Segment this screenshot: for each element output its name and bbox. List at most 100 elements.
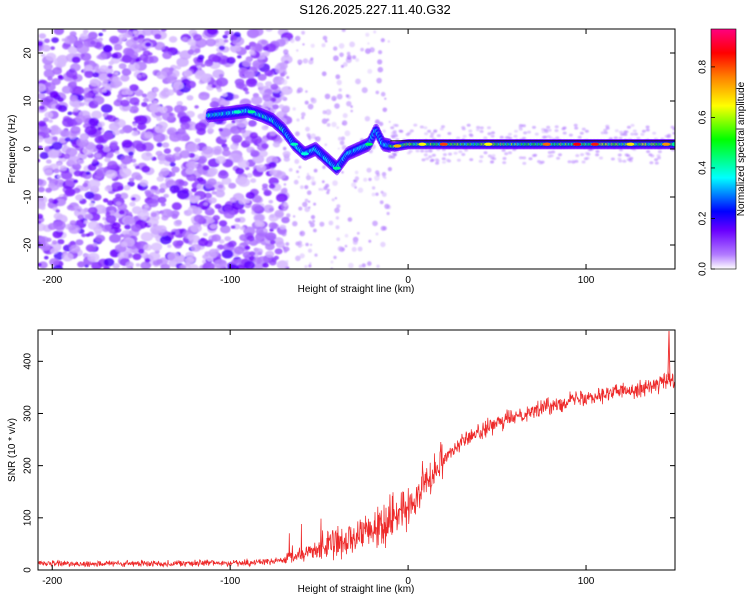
heatmap-cell [304, 265, 308, 269]
heatmap-hotspot [573, 142, 582, 146]
heatmap-cell [466, 123, 471, 127]
heatmap-cell [257, 73, 267, 81]
heatmap-cell [214, 259, 227, 269]
heatmap-cell [92, 158, 98, 163]
heatmap-cell [70, 126, 81, 135]
heatmap-cell [272, 141, 281, 148]
heatmap-cell [128, 62, 140, 72]
heatmap-cell [115, 193, 122, 199]
heatmap-cell [109, 80, 121, 89]
heatmap-cell [105, 169, 118, 179]
heatmap-cell [183, 70, 193, 77]
heatmap-cell [254, 219, 261, 225]
heatmap-cell [305, 90, 308, 93]
heatmap-cell [302, 58, 308, 64]
heatmap-cell [59, 129, 70, 138]
heatmap-cell [75, 114, 86, 123]
heatmap-cell [326, 191, 330, 195]
heatmap-hotspot [662, 142, 671, 146]
heatmap-cell [491, 131, 495, 135]
heatmap-cell [312, 219, 316, 223]
heatmap-cell [143, 97, 149, 103]
heatmap-cell [393, 132, 397, 136]
heatmap-cell [464, 148, 469, 152]
heatmap-cell [230, 225, 236, 229]
heatmap-cell [307, 200, 311, 203]
heatmap-cell [336, 93, 343, 100]
heatmap-cell [224, 30, 231, 36]
heatmap-cell [301, 244, 304, 247]
heatmap-cell [656, 154, 661, 158]
heatmap-cell [114, 71, 119, 76]
heatmap-cell [64, 35, 77, 45]
heatmap-cell [478, 159, 483, 163]
heatmap-hotspot [332, 166, 341, 170]
snr-ytick-label: 0 [23, 567, 34, 573]
heatmap-cell [251, 29, 264, 37]
heatmap-cell [268, 222, 278, 230]
heatmap-cell [321, 180, 325, 184]
heatmap-cell [38, 236, 49, 244]
heatmap-cell [97, 53, 107, 60]
heatmap-cell [384, 97, 387, 100]
heatmap-cell [282, 246, 286, 250]
colorbar-tick-label: 0.6 [698, 110, 709, 124]
heatmap-cell [152, 100, 158, 104]
heatmap-cell [103, 258, 115, 267]
heatmap-cell [469, 158, 474, 162]
heatmap-cell [235, 118, 248, 128]
heatmap-cell [334, 207, 340, 214]
heatmap-cell [352, 239, 358, 245]
heatmap-cell [624, 130, 629, 134]
heatmap-cell [43, 63, 53, 71]
heatmap-cell [353, 179, 356, 182]
heatmap-cell [269, 240, 276, 245]
heatmap-cell [613, 136, 618, 140]
heatmap-cell [100, 104, 113, 113]
heatmap-cell [79, 133, 89, 140]
heatmap-cell [52, 136, 58, 141]
heatmap-cell [352, 55, 357, 60]
heatmap-cell [337, 147, 340, 150]
heatmap-cell [38, 220, 41, 224]
heatmap-cell [239, 176, 248, 183]
heatmap-cell [221, 177, 232, 185]
snr-xtick-label: 100 [578, 576, 595, 587]
heatmap-cell [251, 96, 263, 105]
heatmap-cell [103, 146, 111, 153]
heatmap-cell [424, 132, 429, 136]
heatmap-cell [502, 157, 507, 160]
heatmap-cell [384, 203, 390, 209]
heatmap-cell [107, 200, 114, 206]
heatmap-cell [124, 224, 131, 230]
heatmap-cell [249, 251, 256, 257]
heatmap-cell [280, 92, 285, 96]
heatmap-cell [667, 133, 672, 137]
colorbar-tick-label: 0.8 [698, 60, 709, 74]
heatmap-cell [522, 156, 527, 160]
heatmap-cell [57, 239, 65, 245]
heatmap-cell [78, 214, 84, 219]
heatmap-cell [88, 179, 101, 189]
heatmap-cell [194, 122, 207, 132]
heatmap-cell [487, 154, 492, 158]
heatmap-cell [622, 132, 627, 136]
heatmap-cell [231, 120, 236, 124]
heatmap-cell [84, 191, 95, 200]
heatmap-cell [322, 110, 327, 115]
heatmap-cell [386, 211, 390, 216]
heatmap-cell [626, 125, 631, 129]
heatmap-cell [182, 37, 188, 42]
heatmap-cell [462, 134, 467, 138]
heatmap-cell [67, 111, 73, 116]
heatmap-cell [61, 85, 72, 94]
heatmap-cell [197, 113, 206, 120]
heatmap-xtick-label: 100 [578, 275, 595, 286]
heatmap-cell [180, 122, 190, 130]
heatmap-cell [313, 168, 318, 173]
heatmap-cell [322, 165, 326, 169]
heatmap-cell [630, 123, 635, 127]
heatmap-cell [48, 198, 54, 203]
heatmap-cell [375, 232, 379, 236]
heatmap-cell [562, 131, 567, 135]
